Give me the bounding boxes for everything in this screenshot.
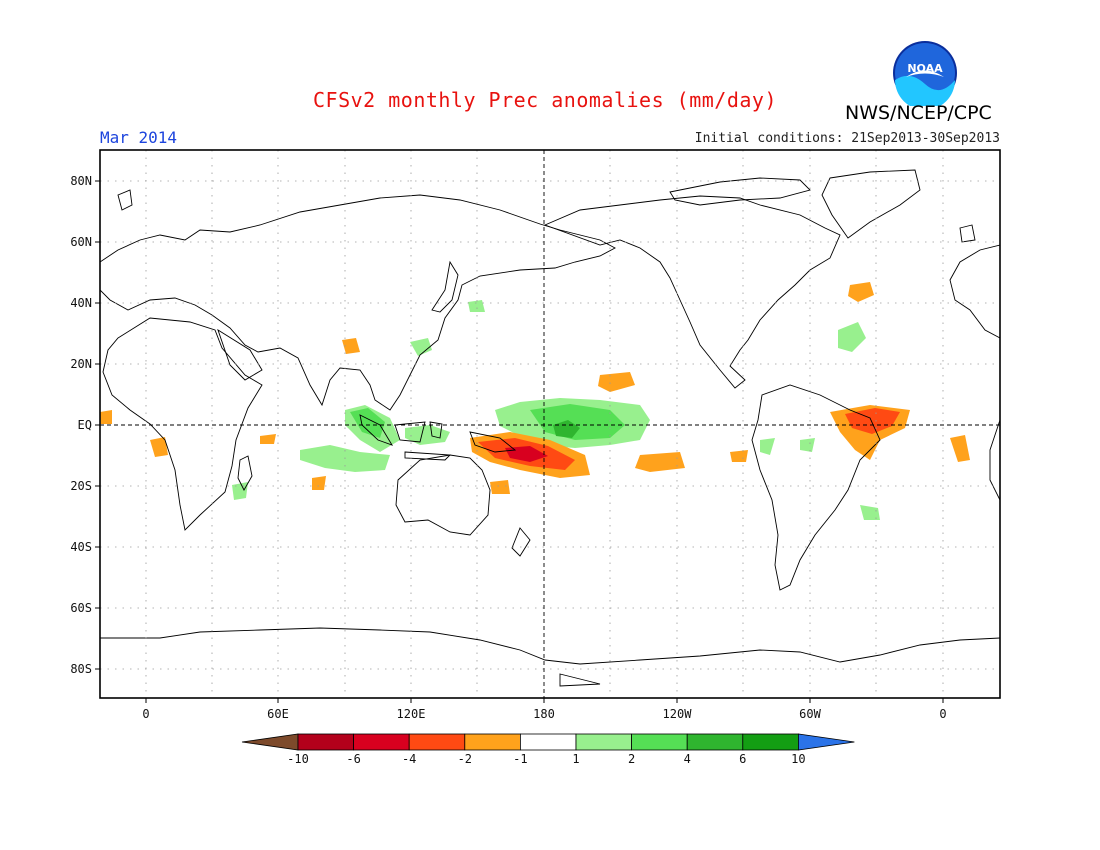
colorbar-swatch (686, 733, 744, 751)
lon-label-0-east: 0 (939, 707, 947, 721)
colorbar-tick-label: -4 (401, 752, 417, 766)
colorbar-swatch (631, 733, 688, 751)
lat-label-60n: 60N (70, 235, 92, 249)
colorbar-swatch (575, 733, 632, 751)
colorbar-swatch (353, 733, 410, 751)
lon-label-60e: 60E (267, 707, 289, 721)
lon-label-180: 180 (533, 707, 555, 721)
colorbar-swatch (464, 733, 521, 751)
colorbar-swatch (520, 733, 577, 751)
lat-label-80n: 80N (70, 174, 92, 188)
axis-ticks (95, 180, 944, 703)
lon-label-120w: 120W (662, 707, 692, 721)
noaa-logo: NOAA (893, 41, 957, 106)
colorbar-tick-label: -1 (513, 752, 528, 766)
colorbar-tick-label: 4 (683, 752, 691, 766)
lat-label-eq: EQ (77, 418, 92, 432)
agency-label: NWS/NCEP/CPC (845, 102, 992, 124)
lat-label-20s: 20S (70, 479, 92, 493)
gridlines (100, 150, 1000, 698)
forecast-period: Mar 2014 (100, 128, 178, 147)
colorbar-tick-label: 10 (791, 752, 806, 766)
lat-label-40n: 40N (70, 296, 92, 310)
map-title: CFSv2 monthly Prec anomalies (mm/day) (312, 88, 778, 112)
colorbar-swatch (297, 733, 354, 751)
lon-label-0: 0 (142, 707, 150, 721)
colorbar-tick-label: -6 (346, 752, 361, 766)
lat-label-20n: 20N (70, 357, 92, 371)
initial-conditions: Initial conditions: 21Sep2013-30Sep2013 (694, 131, 1000, 146)
lat-label-60s: 60S (70, 601, 92, 615)
colorbar-arrow-low (241, 733, 299, 751)
lon-label-120e: 120E (396, 707, 426, 721)
colorbar-swatch (408, 733, 466, 751)
map-frame (99, 149, 1001, 699)
colorbar-tick-label: -10 (287, 752, 309, 766)
colorbar-tick-label: 6 (739, 752, 747, 766)
lat-label-80s: 80S (70, 662, 92, 676)
colorbar-arrow-high (798, 733, 855, 751)
colorbar-swatch (742, 733, 799, 751)
lat-label-40s: 40S (70, 540, 92, 554)
colorbar-tick-label: 1 (572, 752, 580, 766)
noaa-logo-text: NOAA (907, 62, 943, 75)
colorbar-tick-label: -2 (457, 752, 473, 766)
colorbar-tick-label: 2 (627, 752, 636, 766)
coastlines (100, 169, 1000, 687)
lon-label-60w: 60W (799, 707, 821, 721)
